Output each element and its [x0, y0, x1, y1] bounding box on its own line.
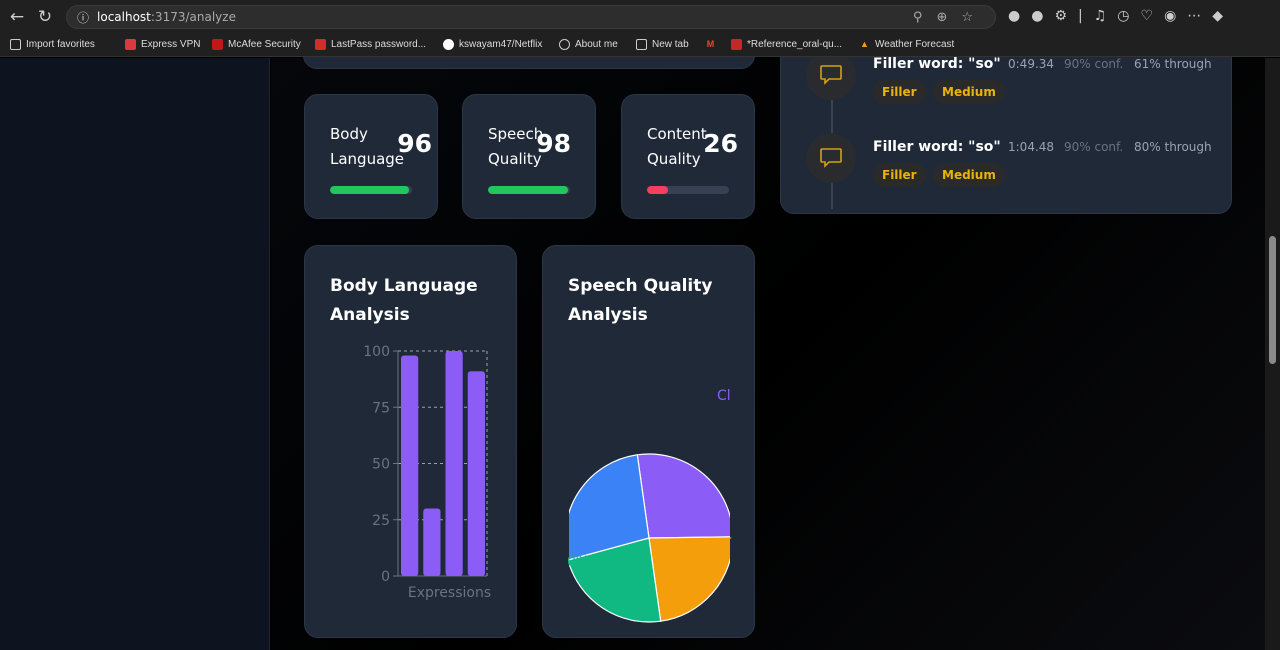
pie-slice: [569, 537, 662, 623]
score-card-content-quality: Content Quality 26: [621, 94, 755, 219]
score-card-body-language: Body Language 96: [304, 94, 438, 219]
pie-label: -: [727, 530, 732, 546]
y-tick-label: 50: [372, 457, 390, 473]
back-icon[interactable]: ←: [9, 7, 25, 27]
bookmark-reference[interactable]: *Reference_oral-qu...: [731, 39, 842, 50]
bookmark-expressvpn[interactable]: Express VPN: [125, 39, 200, 50]
bar-chart: 0 25 50 75 100 Expressions: [363, 344, 491, 601]
url-path: :3173/analyze: [150, 10, 236, 24]
bar: [423, 508, 441, 576]
bar: [401, 355, 419, 576]
timeline-title: Filler word: "so": [873, 56, 1001, 72]
pie-chart: Cl - 0%: [567, 388, 732, 623]
score-value: 26: [703, 129, 738, 158]
chart-title: Speech Quality Analysis: [568, 276, 713, 325]
score-progress-fill: [647, 186, 669, 194]
pie-slice: [636, 453, 730, 539]
timeline-time: 0:49.34: [1008, 57, 1055, 71]
timeline-progress: 61% through: [1134, 57, 1212, 71]
timeline-confidence: 90% conf.: [1064, 140, 1124, 154]
body-language-chart-card: Body Language Analysis 0 25 50 75 100 Express…: [304, 245, 517, 638]
score-card-speech-quality: Speech Quality 98: [462, 94, 596, 219]
scrollbar[interactable]: [1265, 58, 1280, 650]
bookmark-weather[interactable]: ▲ Weather Forecast: [860, 39, 955, 50]
score-progress-fill: [488, 186, 569, 194]
score-label: Body Language: [330, 125, 405, 168]
scrollbar-thumb[interactable]: [1269, 236, 1276, 364]
tag-type: Filler: [873, 80, 926, 104]
refresh-icon[interactable]: ↻: [37, 7, 53, 27]
x-axis-label: Expressions: [408, 585, 491, 601]
bookmark-lastpass[interactable]: LastPass password...: [315, 39, 426, 50]
extensions-icon[interactable]: ● ● ⚙ | ♫ ◷ ♡ ◉ ⋯ ◆: [1008, 8, 1224, 24]
y-tick-label: 0: [381, 569, 390, 585]
pie-slice: [648, 536, 730, 622]
speech-bubble-icon: [806, 133, 856, 183]
pie-label: Cl: [717, 388, 731, 404]
tag-severity: Medium: [933, 80, 1005, 104]
bar: [445, 351, 463, 576]
timeline-confidence: 90% conf.: [1064, 57, 1124, 71]
bookmark-github[interactable]: kswayam47/Netflix: [443, 39, 542, 50]
timeline-time: 1:04.48: [1008, 140, 1055, 154]
y-tick-label: 100: [363, 344, 390, 360]
tag-type: Filler: [873, 163, 926, 187]
address-actions-icon[interactable]: ⚲⊕☆: [912, 9, 987, 25]
bookmark-newtab[interactable]: New tab: [636, 39, 689, 50]
pie-slice: [569, 454, 650, 561]
bookmark-about[interactable]: About me: [559, 39, 618, 50]
pie-group: [569, 453, 730, 623]
score-label: Speech Quality: [488, 125, 544, 168]
pie-label: 0%: [567, 554, 589, 570]
timeline-card: Filler word: "so" 0:49.34 90% conf. 61% …: [780, 38, 1232, 214]
score-progress-fill: [330, 186, 409, 194]
bookmark-import[interactable]: Import favorites: [10, 39, 95, 50]
url-host: localhost: [97, 10, 151, 24]
info-icon: ⓘ: [77, 10, 90, 25]
timeline-progress: 80% through: [1134, 140, 1212, 154]
tag-severity: Medium: [933, 163, 1005, 187]
sidebar: [0, 58, 270, 650]
main-content: Body Language 96 Speech Quality 98 Conte…: [271, 38, 1265, 650]
browser-toolbar: ← ↻ ⓘ localhost:3173/analyze ⚲⊕☆ ● ● ⚙ | ♫ ◷ ♡…: [0, 0, 1280, 34]
address-bar[interactable]: ⓘ localhost:3173/analyze ⚲⊕☆: [66, 5, 996, 29]
bookmarks-bar: Import favorites Express VPN McAfee Secu…: [0, 34, 1280, 57]
speech-quality-chart-card: Speech Quality Analysis Cl - 0%: [542, 245, 755, 638]
y-tick-label: 25: [372, 513, 390, 529]
score-progress: [330, 186, 412, 194]
bookmark-mcafee[interactable]: McAfee Security: [212, 39, 301, 50]
score-progress: [647, 186, 729, 194]
bookmark-gmail[interactable]: M: [706, 39, 715, 49]
speech-bubble-icon: [806, 50, 856, 100]
timeline-title: Filler word: "so": [873, 139, 1001, 155]
score-label: Content Quality: [647, 125, 707, 168]
score-progress: [488, 186, 570, 194]
score-value: 96: [397, 129, 432, 158]
bar: [467, 371, 485, 576]
chart-title: Body Language Analysis: [330, 276, 478, 325]
score-value: 98: [536, 129, 571, 158]
y-tick-label: 75: [372, 400, 390, 416]
